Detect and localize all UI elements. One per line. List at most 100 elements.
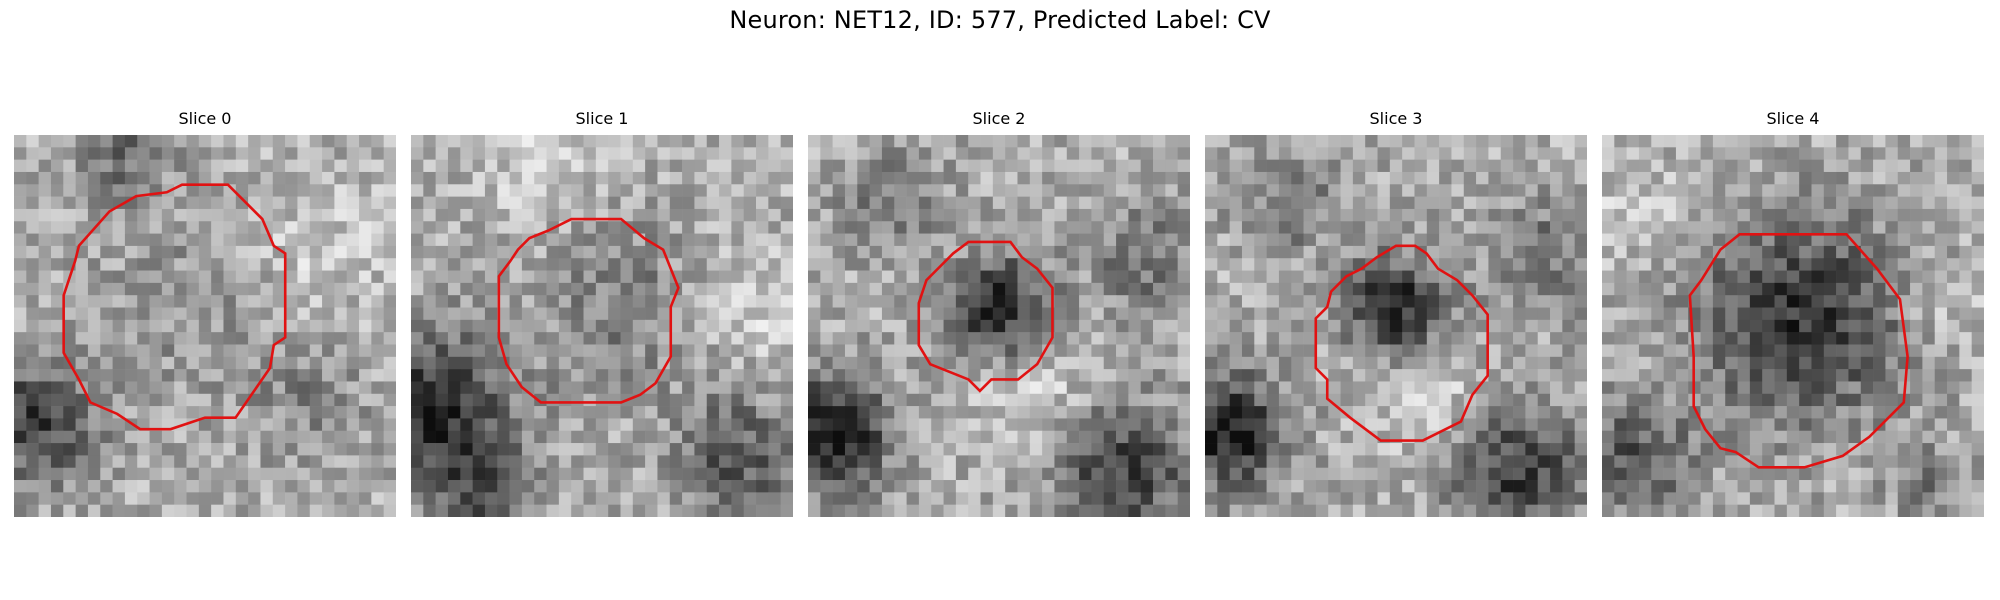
pixel-tile — [75, 135, 89, 148]
pixel-tile — [832, 369, 846, 382]
pixel-tile — [371, 196, 384, 210]
pixel-tile — [1005, 319, 1018, 333]
pixel-tile — [346, 344, 360, 358]
pixel-tile — [620, 282, 634, 296]
pixel-tile — [1525, 221, 1539, 234]
pixel-tile — [1922, 171, 1936, 185]
pixel-tile — [1266, 196, 1280, 210]
pixel-tile — [1029, 418, 1043, 432]
pixel-tile — [1278, 221, 1292, 234]
pixel-tile — [1103, 393, 1117, 407]
pixel-tile — [1786, 319, 1800, 333]
pixel-tile — [1562, 221, 1575, 234]
pixel-tile — [1774, 406, 1788, 419]
pixel-tile — [645, 221, 658, 234]
pixel-tile — [1922, 196, 1936, 210]
pixel-tile — [719, 406, 732, 419]
pixel-tile — [1291, 467, 1304, 481]
pixel-tile — [780, 455, 793, 469]
pixel-tile — [992, 282, 1006, 296]
pixel-tile — [1116, 135, 1129, 148]
pixel-tile — [931, 480, 944, 493]
pixel-tile — [632, 356, 646, 370]
pixel-tile — [780, 196, 793, 210]
pixel-tile — [1205, 332, 1218, 345]
pixel-tile — [1177, 369, 1190, 382]
pixel-tile — [1860, 332, 1874, 345]
pixel-tile — [820, 369, 833, 382]
pixel-tile — [1525, 233, 1539, 247]
pixel-tile — [1165, 159, 1178, 173]
pixel-tile — [1205, 406, 1218, 419]
pixel-tile — [1389, 393, 1403, 407]
pixel-tile — [460, 455, 473, 469]
pixel-tile — [1799, 184, 1812, 197]
pixel-tile — [583, 135, 597, 148]
pixel-tile — [1029, 307, 1043, 321]
pixel-tile — [1574, 369, 1587, 382]
pixel-tile — [1811, 467, 1825, 481]
pixel-tile — [1217, 319, 1230, 333]
pixel-tile — [322, 307, 335, 321]
grayscale-tiles — [411, 135, 793, 517]
pixel-tile — [1463, 356, 1477, 370]
pixel-tile — [423, 369, 436, 382]
pixel-tile — [149, 258, 163, 271]
pixel-tile — [50, 381, 64, 395]
pixel-tile — [1352, 245, 1366, 259]
pixel-tile — [1340, 221, 1354, 234]
pixel-tile — [186, 245, 200, 259]
pixel-tile — [75, 393, 89, 407]
pixel-tile — [534, 270, 547, 284]
pixel-tile — [1229, 171, 1243, 185]
pixel-tile — [756, 393, 769, 407]
pixel-tile — [1749, 307, 1763, 321]
pixel-tile — [1737, 245, 1751, 259]
pixel-tile — [1128, 135, 1142, 148]
pixel-tile — [423, 332, 436, 345]
pixel-tile — [844, 307, 858, 321]
pixel-tile — [223, 319, 237, 333]
pixel-tile — [1614, 307, 1627, 321]
pixel-tile — [137, 480, 150, 493]
pixel-tile — [1574, 480, 1587, 493]
pixel-tile — [383, 344, 396, 358]
pixel-tile — [124, 504, 138, 517]
pixel-tile — [1550, 245, 1563, 259]
pixel-tile — [50, 393, 64, 407]
pixel-tile — [706, 356, 720, 370]
pixel-tile — [743, 270, 757, 284]
pixel-tile — [38, 258, 52, 271]
pixel-tile — [509, 455, 523, 469]
pixel-tile — [260, 455, 274, 469]
pixel-tile — [1463, 369, 1477, 382]
pixel-tile — [694, 258, 708, 271]
pixel-tile — [583, 171, 597, 185]
pixel-tile — [509, 356, 523, 370]
pixel-tile — [657, 344, 671, 358]
pixel-tile — [1278, 418, 1292, 432]
pixel-tile — [1700, 381, 1714, 395]
pixel-tile — [1377, 504, 1391, 517]
pixel-tile — [1451, 406, 1465, 419]
pixel-tile — [1254, 443, 1267, 456]
pixel-tile — [149, 393, 163, 407]
pixel-tile — [1029, 196, 1043, 210]
pixel-tile — [1340, 233, 1354, 247]
pixel-tile — [484, 196, 498, 210]
pixel-tile — [558, 418, 572, 432]
pixel-tile — [63, 418, 76, 432]
pixel-tile — [1451, 319, 1465, 333]
pixel-tile — [149, 295, 163, 308]
pixel-tile — [1377, 258, 1391, 271]
pixel-tile — [198, 319, 212, 333]
pixel-tile — [1315, 381, 1329, 395]
pixel-tile — [657, 307, 671, 321]
pixel-tile — [186, 319, 200, 333]
pixel-tile — [346, 245, 360, 259]
pixel-tile — [161, 295, 175, 308]
pixel-tile — [1688, 492, 1701, 505]
pixel-tile — [1303, 295, 1317, 308]
pixel-tile — [484, 245, 498, 259]
pixel-tile — [1550, 270, 1563, 284]
